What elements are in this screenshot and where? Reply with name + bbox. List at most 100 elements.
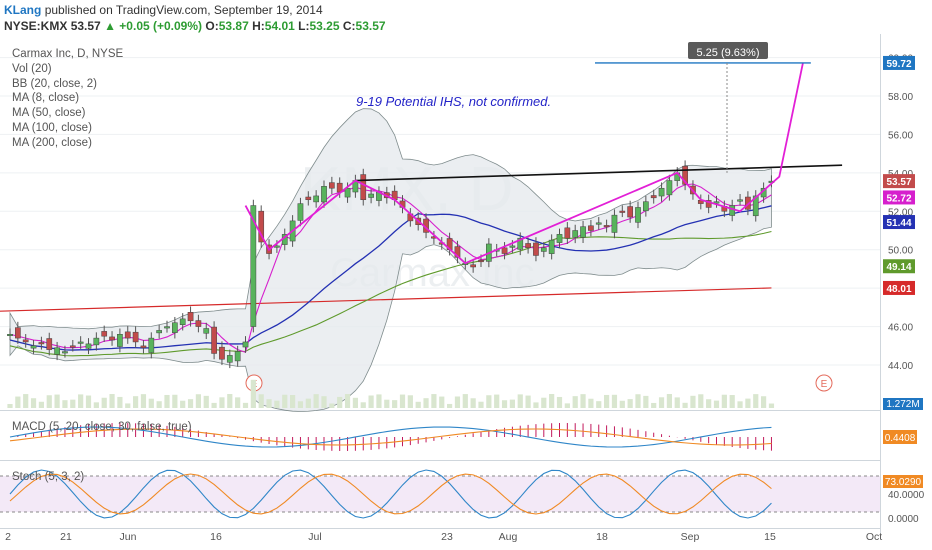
earnings-icon bbox=[815, 374, 833, 392]
author-link[interactable]: KLang bbox=[4, 3, 42, 17]
volume-bar bbox=[706, 399, 712, 408]
candle-body bbox=[588, 225, 594, 231]
high-label: H: bbox=[252, 19, 265, 33]
candle-body bbox=[305, 196, 312, 201]
indicator-legend: Carmax Inc, D, NYSE Vol (20) BB (20, clo… bbox=[12, 47, 123, 151]
volume-bar bbox=[682, 402, 688, 408]
macd-label[interactable]: MACD (5, 20, close, 30, false, true) bbox=[12, 421, 192, 433]
stoch-d-line bbox=[9, 473, 772, 515]
candle-body bbox=[548, 239, 555, 254]
volume-bar bbox=[172, 394, 178, 408]
price-tag-label: 59.72 bbox=[886, 59, 911, 70]
candle-body bbox=[595, 222, 602, 225]
price-tag bbox=[883, 259, 915, 274]
x-tick-label: Aug bbox=[499, 531, 518, 543]
stoch-tag bbox=[883, 475, 923, 488]
volume-bar bbox=[117, 396, 123, 408]
volume-bar bbox=[399, 394, 406, 408]
candle-body bbox=[140, 345, 147, 348]
candle-body bbox=[454, 246, 461, 258]
volume-bar bbox=[297, 401, 304, 408]
pattern-path bbox=[244, 63, 804, 265]
candle-body bbox=[713, 201, 720, 204]
volume-bar bbox=[713, 400, 720, 408]
candle-body bbox=[729, 205, 736, 216]
volume-tag bbox=[883, 398, 923, 410]
candle-body bbox=[203, 328, 210, 334]
candle-body bbox=[321, 186, 327, 203]
volume-bar bbox=[745, 398, 751, 408]
volume-bar bbox=[38, 401, 44, 408]
volume-bar bbox=[423, 398, 429, 408]
stoch-tag-label: 73.0290 bbox=[885, 477, 922, 488]
earnings-icon-label: E bbox=[821, 379, 828, 390]
legend-item[interactable]: MA (200, close) bbox=[12, 136, 92, 149]
volume-bar bbox=[596, 401, 602, 408]
candle-body bbox=[7, 334, 13, 337]
x-tick-label: 16 bbox=[210, 531, 222, 543]
candle-body bbox=[117, 334, 123, 347]
volume-bar bbox=[470, 398, 476, 408]
volume-bar bbox=[187, 399, 194, 408]
volume-bar bbox=[651, 402, 657, 408]
candle-body bbox=[297, 203, 304, 221]
legend-item[interactable]: BB (20, close, 2) bbox=[12, 77, 98, 90]
volume-bar bbox=[643, 395, 649, 408]
legend-item[interactable]: Vol (20) bbox=[12, 62, 52, 75]
price-tag-label: 53.57 bbox=[886, 177, 911, 188]
volume-bar bbox=[462, 394, 468, 408]
volume-bar bbox=[729, 395, 735, 408]
stoch-band bbox=[0, 476, 880, 512]
volume-bar bbox=[768, 403, 775, 408]
volume-bar bbox=[329, 403, 335, 408]
stoch-label[interactable]: Stoch (5, 3, 2) bbox=[12, 471, 85, 483]
volume-bar bbox=[541, 397, 547, 408]
volume-bar bbox=[666, 394, 672, 408]
neckline bbox=[355, 164, 843, 182]
price-tag bbox=[883, 215, 915, 230]
price-tag bbox=[883, 190, 915, 205]
legend-symbol[interactable]: Carmax Inc, D, NYSE bbox=[12, 48, 124, 60]
stoch-tick-label: 0.0000 bbox=[888, 514, 919, 525]
volume-bar bbox=[101, 397, 107, 408]
volume-bar bbox=[7, 404, 13, 408]
volume-bar bbox=[572, 396, 578, 408]
volume-tag-label: 1.272M bbox=[886, 399, 919, 410]
legend-item[interactable]: MA (50, close) bbox=[12, 107, 86, 120]
volume-bar bbox=[753, 394, 759, 408]
macd-signal-line bbox=[9, 428, 772, 446]
volume-bar bbox=[478, 401, 484, 408]
x-tick-label: 23 bbox=[441, 531, 453, 543]
volume-bar bbox=[258, 394, 264, 408]
x-tick-label: 18 bbox=[596, 531, 608, 543]
ma100-line bbox=[9, 230, 772, 357]
up-arrow-icon: ▲ bbox=[104, 19, 116, 33]
volume-bar bbox=[195, 394, 201, 408]
legend-item[interactable]: MA (100, close) bbox=[12, 121, 92, 134]
price-tag bbox=[883, 280, 915, 295]
legend-item[interactable]: MA (8, close) bbox=[12, 92, 80, 105]
volume-bar bbox=[619, 400, 625, 408]
volume-bar bbox=[140, 394, 147, 408]
volume-bar bbox=[133, 396, 139, 408]
volume-bar bbox=[54, 394, 60, 408]
volume-bar bbox=[611, 394, 618, 408]
published-text: published on TradingView.com, September … bbox=[44, 3, 323, 17]
volume-bar bbox=[604, 394, 610, 408]
volume-bar bbox=[70, 399, 76, 408]
volume-bar bbox=[23, 394, 29, 408]
volume-bar bbox=[368, 395, 374, 408]
candle-body bbox=[643, 201, 649, 212]
candle-body bbox=[195, 320, 202, 327]
volume-bar bbox=[203, 395, 209, 408]
volume-bar bbox=[156, 401, 162, 408]
price-chart[interactable]: KMX, DCarmax Inc44.0046.0048.0050.0052.0… bbox=[0, 34, 932, 550]
axis-divider bbox=[880, 34, 881, 534]
volume-bar bbox=[78, 394, 84, 408]
last-price: 53.57 bbox=[70, 19, 101, 33]
volume-bar bbox=[431, 394, 437, 408]
volume-bar bbox=[509, 399, 515, 408]
volume-bar bbox=[62, 400, 68, 408]
volume-bar bbox=[721, 394, 727, 408]
price-tag-label: 49.14 bbox=[886, 262, 911, 273]
